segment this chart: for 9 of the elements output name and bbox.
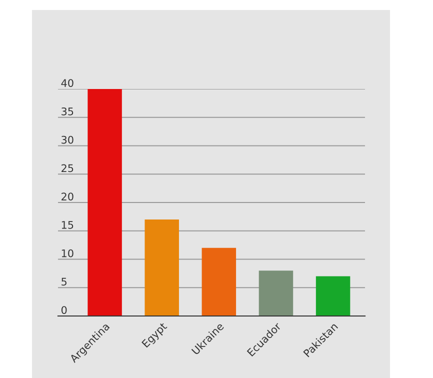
y-tick-label: 10 (62, 249, 74, 258)
y-tick-label: 0 (61, 306, 67, 314)
y-tick-label: 40 (61, 79, 74, 87)
y-tick-label: 35 (62, 107, 74, 116)
y-tick-label: 5 (62, 278, 66, 286)
y-tick-label: 30 (62, 136, 74, 144)
y-tick-label: 20 (62, 192, 74, 200)
y-tick-label: 15 (62, 221, 74, 229)
y-tick-label: 25 (62, 164, 74, 172)
